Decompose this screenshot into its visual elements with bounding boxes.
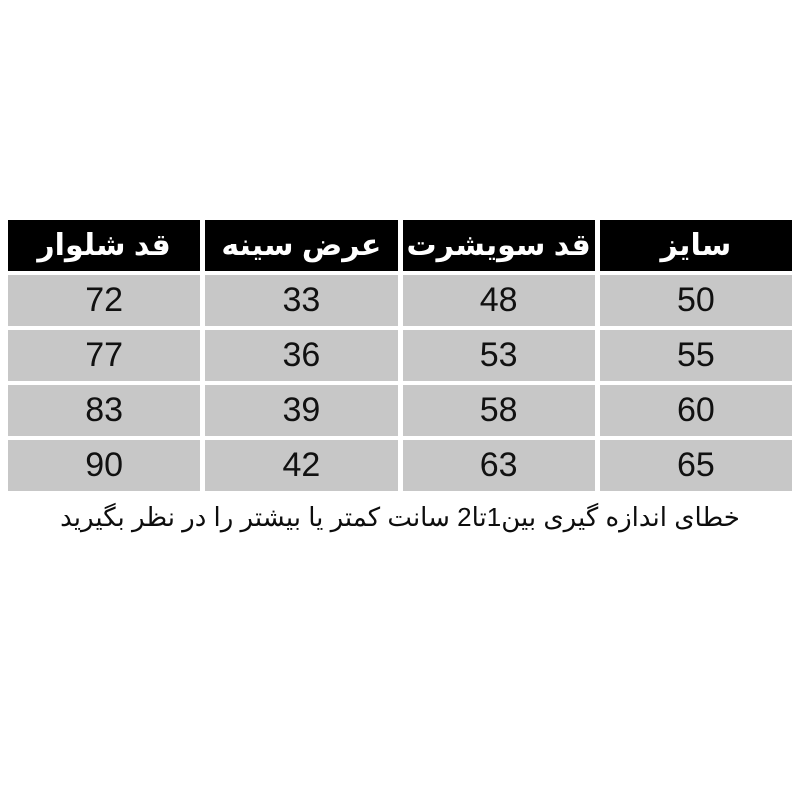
table-cell-pants-length: 83 — [8, 385, 201, 436]
column-header-sweatshirt-length: قد سویشرت — [402, 220, 595, 271]
table-row: 60 58 39 83 — [8, 385, 792, 436]
table-row: 65 63 42 90 — [8, 440, 792, 491]
table-cell-sweatshirt-length: 48 — [402, 275, 595, 326]
table-header-row: سایز قد سویشرت عرض سینه قد شلوار — [8, 220, 792, 271]
table-cell-pants-length: 90 — [8, 440, 201, 491]
table-row: 50 48 33 72 — [8, 275, 792, 326]
table-cell-sweatshirt-length: 58 — [402, 385, 595, 436]
table-cell-size: 55 — [599, 330, 792, 381]
table-cell-sweatshirt-length: 63 — [402, 440, 595, 491]
table-cell-chest-width: 42 — [205, 440, 398, 491]
table-cell-size: 65 — [599, 440, 792, 491]
table-cell-chest-width: 39 — [205, 385, 398, 436]
table-cell-pants-length: 72 — [8, 275, 201, 326]
column-header-pants-length: قد شلوار — [8, 220, 201, 271]
measurement-tolerance-note: خطای اندازه گیری بین1تا2 سانت کمتر یا بی… — [60, 502, 740, 532]
size-table: سایز قد سویشرت عرض سینه قد شلوار 50 48 3… — [3, 216, 797, 495]
table-row: 55 53 36 77 — [8, 330, 792, 381]
column-header-size: سایز — [599, 220, 792, 271]
table-cell-chest-width: 36 — [205, 330, 398, 381]
table-cell-sweatshirt-length: 53 — [402, 330, 595, 381]
column-header-chest-width: عرض سینه — [205, 220, 398, 271]
table-cell-size: 60 — [599, 385, 792, 436]
table-cell-pants-length: 77 — [8, 330, 201, 381]
table-cell-chest-width: 33 — [205, 275, 398, 326]
table-cell-size: 50 — [599, 275, 792, 326]
